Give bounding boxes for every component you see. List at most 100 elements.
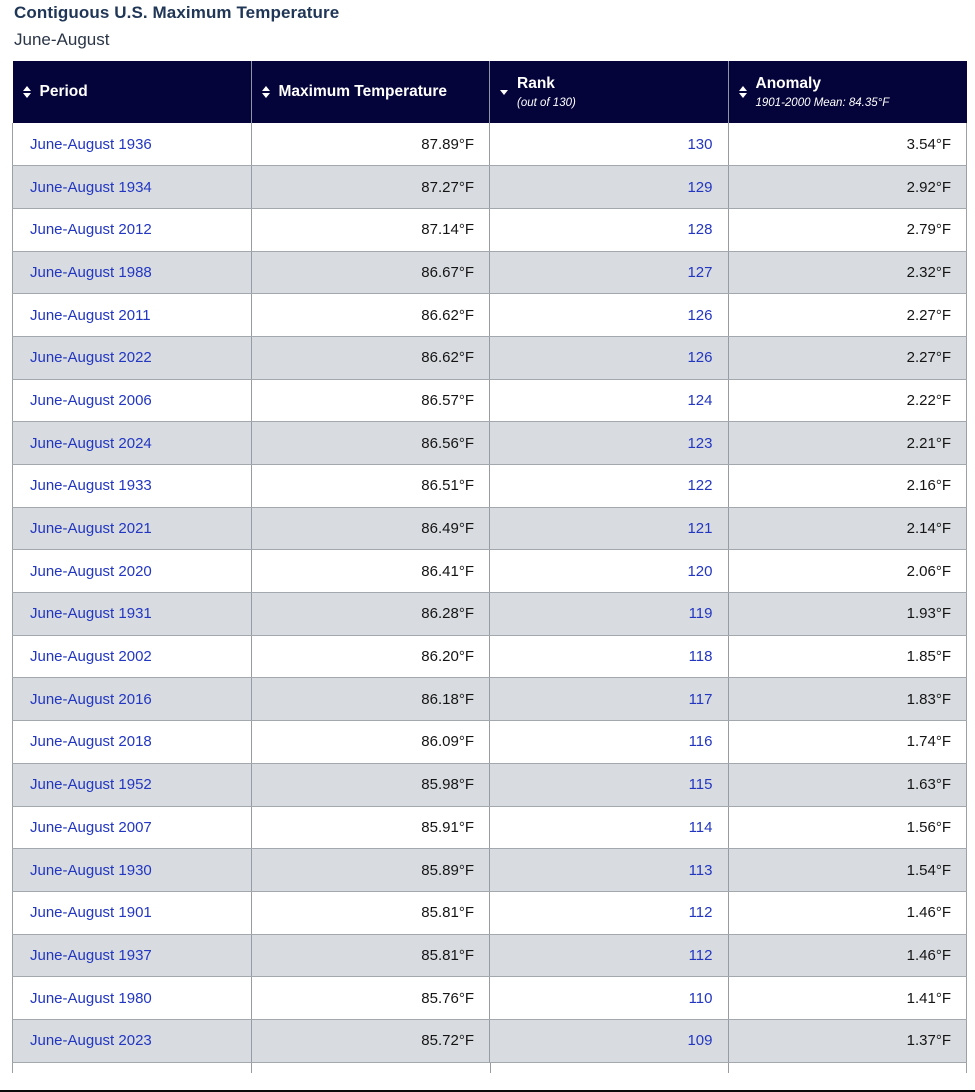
rank-cell: 126 — [489, 336, 728, 380]
period-cell: June-August 2020 — [12, 549, 251, 594]
period-link[interactable]: June-August 1931 — [30, 605, 152, 623]
rank-link[interactable]: 128 — [687, 221, 713, 239]
max-temp-value: 86.09°F — [421, 733, 474, 751]
column-label: Anomaly — [755, 74, 821, 92]
table-row: June-August 1952 85.98°F 115 1.63°F — [12, 763, 967, 807]
column-header-period[interactable]: Period — [12, 61, 251, 123]
period-link[interactable]: June-August 1937 — [30, 946, 152, 964]
period-link[interactable]: June-August 1952 — [30, 776, 152, 794]
period-link[interactable]: June-August 2012 — [30, 221, 152, 239]
rank-link[interactable]: 112 — [688, 904, 713, 922]
table-body: June-August 1936 87.89°F 130 3.54°F June… — [12, 123, 967, 1063]
rank-cell: 127 — [489, 251, 728, 295]
max-temp-value: 85.81°F — [421, 946, 474, 964]
table-row: June-August 2018 86.09°F 116 1.74°F — [12, 720, 967, 764]
period-link[interactable]: June-August 2011 — [30, 306, 151, 324]
anomaly-value: 3.54°F — [906, 135, 951, 153]
anomaly-cell: 2.79°F — [727, 208, 967, 252]
rank-link[interactable]: 114 — [688, 818, 713, 836]
anomaly-cell: 2.92°F — [727, 165, 967, 209]
rank-cell: 114 — [489, 806, 728, 850]
period-cell: June-August 1988 — [12, 251, 251, 295]
rank-link[interactable]: 124 — [687, 391, 713, 409]
rank-link[interactable]: 116 — [688, 733, 713, 751]
anomaly-value: 1.63°F — [906, 776, 951, 794]
period-link[interactable]: June-August 2023 — [30, 1032, 152, 1050]
rank-link[interactable]: 110 — [688, 989, 713, 1007]
rank-cell: 119 — [489, 592, 728, 636]
max-temp-cell: 87.89°F — [250, 123, 490, 167]
period-link[interactable]: June-August 1930 — [30, 861, 152, 879]
period-cell: June-August 2002 — [12, 635, 251, 679]
period-link[interactable]: June-August 2024 — [30, 434, 152, 452]
period-link[interactable]: June-August 1901 — [30, 904, 152, 922]
rank-link[interactable]: 120 — [687, 562, 713, 580]
max-temp-cell: 86.51°F — [250, 464, 490, 508]
period-cell: June-August 2007 — [12, 806, 251, 850]
period-link[interactable]: June-August 2007 — [30, 818, 152, 836]
rank-cell: 128 — [489, 208, 728, 252]
rank-link[interactable]: 112 — [688, 946, 713, 964]
anomaly-cell: 1.93°F — [727, 592, 967, 636]
max-temp-cell: 86.56°F — [250, 421, 490, 465]
column-header-rank[interactable]: Rank (out of 130) — [489, 61, 728, 123]
period-cell: June-August 2006 — [12, 379, 251, 423]
period-link[interactable]: June-August 1988 — [30, 263, 152, 281]
rank-cell: 122 — [489, 464, 728, 508]
max-temp-cell: 85.81°F — [250, 891, 490, 935]
period-link[interactable]: June-August 1936 — [30, 135, 152, 153]
period-link[interactable]: June-August 1933 — [30, 477, 152, 495]
anomaly-value: 1.85°F — [906, 648, 951, 666]
rank-link[interactable]: 129 — [687, 178, 713, 196]
anomaly-value: 2.79°F — [906, 221, 951, 239]
rank-link[interactable]: 126 — [687, 306, 713, 324]
rank-link[interactable]: 115 — [688, 776, 713, 794]
table-row: June-August 1930 85.89°F 113 1.54°F — [12, 848, 967, 892]
column-header-anomaly[interactable]: Anomaly 1901-2000 Mean: 84.35°F — [727, 61, 967, 123]
period-link[interactable]: June-August 2021 — [30, 520, 152, 538]
rank-link[interactable]: 117 — [688, 690, 713, 708]
anomaly-value: 1.83°F — [906, 690, 951, 708]
period-link[interactable]: June-August 2022 — [30, 349, 152, 367]
rank-link[interactable]: 109 — [687, 1032, 713, 1050]
period-link[interactable]: June-August 2020 — [30, 562, 152, 580]
rank-cell: 112 — [489, 891, 728, 935]
table-row: June-August 1936 87.89°F 130 3.54°F — [12, 123, 967, 167]
period-cell: June-August 1933 — [12, 464, 251, 508]
max-temp-cell: 85.81°F — [250, 934, 490, 978]
anomaly-cell: 3.54°F — [727, 123, 967, 167]
period-cell: June-August 1931 — [12, 592, 251, 636]
max-temp-cell: 86.57°F — [250, 379, 490, 423]
rank-link[interactable]: 118 — [688, 648, 713, 666]
max-temp-value: 86.41°F — [421, 562, 474, 580]
rank-link[interactable]: 113 — [688, 861, 713, 879]
rank-cell: 120 — [489, 549, 728, 594]
period-cell: June-August 2024 — [12, 421, 251, 465]
period-cell: June-August 2022 — [12, 336, 251, 380]
period-link[interactable]: June-August 1934 — [30, 178, 152, 196]
period-cell: June-August 2011 — [12, 293, 251, 337]
anomaly-value: 1.46°F — [906, 946, 951, 964]
rank-link[interactable]: 130 — [687, 135, 713, 153]
period-link[interactable]: June-August 2002 — [30, 648, 152, 666]
anomaly-cell: 2.16°F — [727, 464, 967, 508]
rank-link[interactable]: 121 — [687, 520, 713, 538]
column-sublabel: 1901-2000 Mean: 84.35°F — [755, 96, 890, 109]
rank-link[interactable]: 126 — [687, 349, 713, 367]
period-link[interactable]: June-August 2016 — [30, 690, 152, 708]
column-header-max-temperature[interactable]: Maximum Temperature — [250, 61, 490, 123]
period-link[interactable]: June-August 2018 — [30, 733, 152, 751]
anomaly-cell: 1.85°F — [727, 635, 967, 679]
max-temp-cell: 85.89°F — [250, 848, 490, 892]
anomaly-cell: 1.37°F — [727, 1019, 967, 1063]
max-temp-cell: 87.27°F — [250, 165, 490, 209]
period-cell: June-August 2012 — [12, 208, 251, 252]
max-temp-value: 86.62°F — [421, 349, 474, 367]
period-link[interactable]: June-August 2006 — [30, 391, 152, 409]
rank-link[interactable]: 122 — [687, 477, 713, 495]
anomaly-value: 2.21°F — [906, 434, 951, 452]
rank-link[interactable]: 127 — [687, 263, 713, 281]
period-link[interactable]: June-August 1980 — [30, 989, 152, 1007]
rank-link[interactable]: 119 — [688, 605, 713, 623]
rank-link[interactable]: 123 — [687, 434, 713, 452]
